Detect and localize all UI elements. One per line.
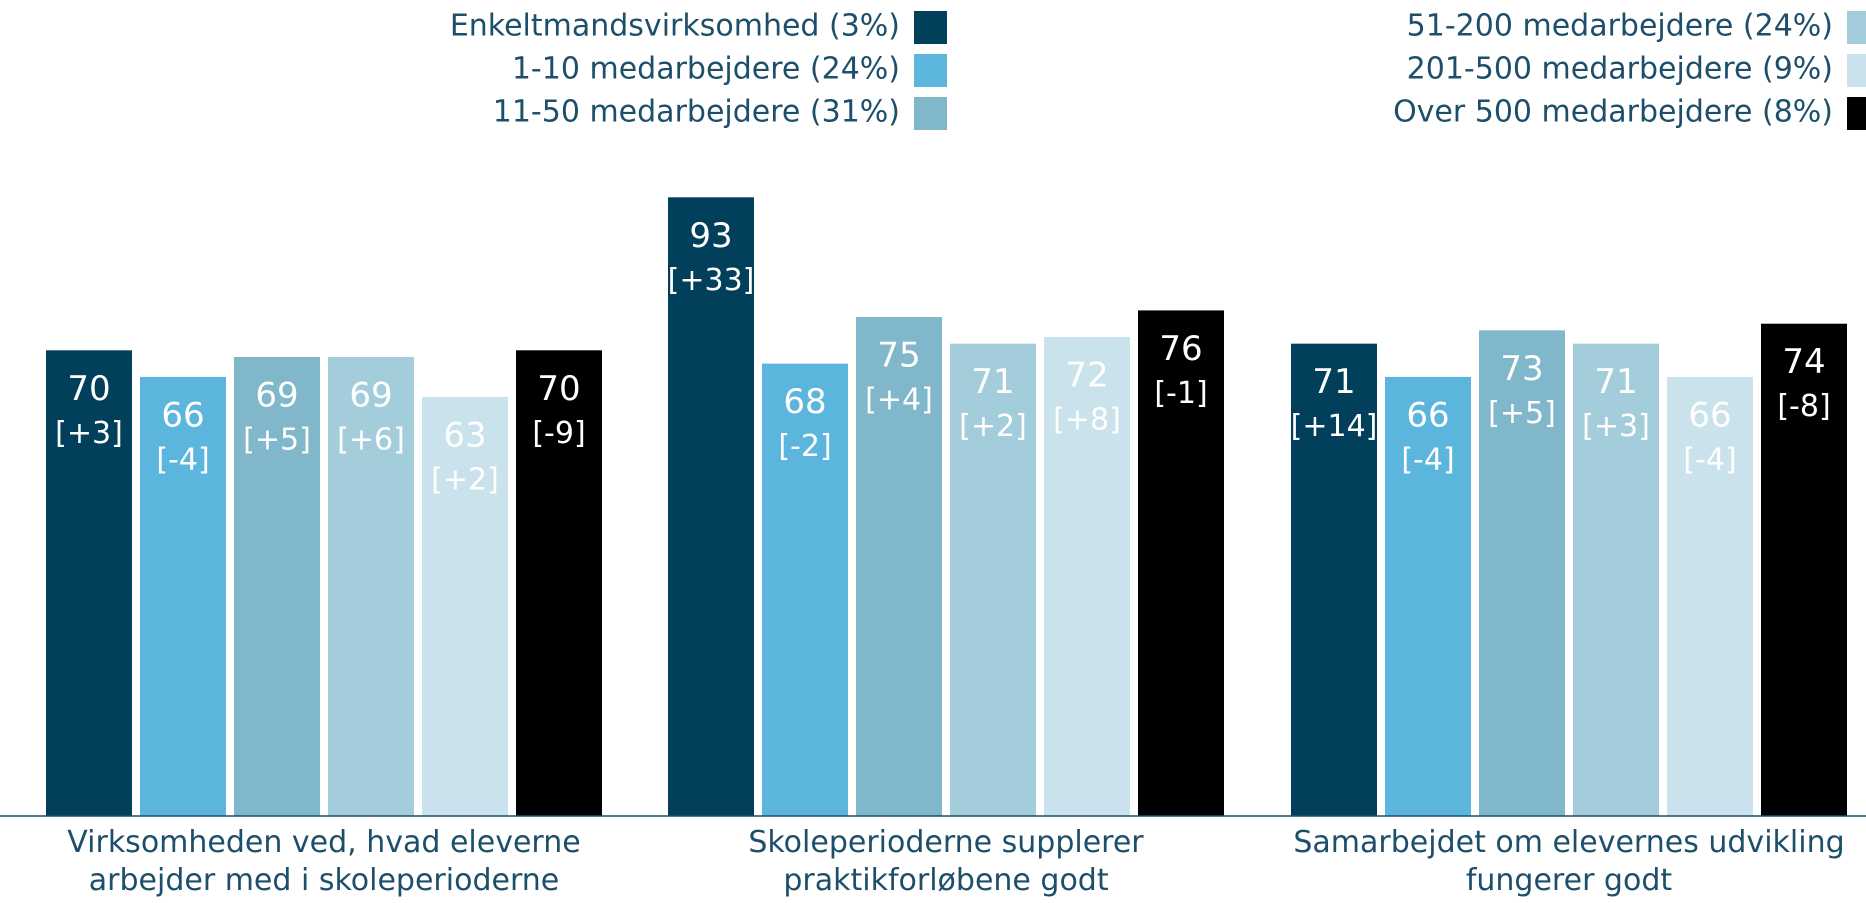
bar	[140, 376, 226, 816]
bar	[516, 350, 602, 816]
bar	[1573, 343, 1659, 816]
value-label: 70	[67, 369, 110, 409]
change-label: [-4]	[1683, 442, 1736, 477]
value-label: 73	[1500, 349, 1543, 389]
value-label: 66	[161, 395, 204, 435]
value-label: 69	[255, 375, 298, 415]
change-label: [-1]	[1154, 376, 1207, 411]
bar	[950, 343, 1036, 816]
change-label: [+2]	[959, 409, 1027, 444]
change-label: [+5]	[243, 422, 311, 457]
change-label: [+6]	[337, 422, 405, 457]
change-label: [-9]	[532, 416, 585, 451]
legend-label: 201-500 medarbejdere (9%)	[1407, 52, 1833, 87]
x-tick-label: Virksomheden ved, hvad eleverne arbejder…	[67, 825, 581, 898]
value-label: 66	[1688, 395, 1731, 435]
bar	[234, 356, 320, 816]
legend-swatch	[914, 11, 947, 44]
value-label: 68	[783, 382, 826, 422]
bar	[422, 396, 508, 816]
change-label: [-4]	[156, 442, 209, 477]
bar	[1761, 323, 1847, 816]
legend-label: Over 500 medarbejdere (8%)	[1393, 95, 1833, 130]
change-label: [+14]	[1291, 409, 1378, 444]
change-label: [+3]	[1582, 409, 1650, 444]
bar	[1385, 376, 1471, 816]
change-label: [-8]	[1777, 389, 1830, 424]
change-label: [+33]	[668, 263, 755, 298]
change-label: [+5]	[1488, 396, 1556, 431]
value-label: 93	[689, 216, 732, 256]
bar	[46, 350, 132, 816]
legend-swatch	[914, 54, 947, 87]
value-label: 71	[971, 362, 1014, 402]
legend-label: Enkeltmandsvirksomhed (3%)	[450, 9, 900, 44]
value-label: 66	[1406, 395, 1449, 435]
bar	[856, 317, 942, 816]
bar	[1044, 337, 1130, 816]
legend-swatch	[1847, 97, 1866, 130]
value-label: 63	[443, 415, 486, 455]
value-label: 72	[1065, 356, 1108, 396]
value-label: 69	[349, 375, 392, 415]
bar	[668, 197, 754, 816]
change-label: [+8]	[1053, 403, 1121, 438]
value-label: 71	[1312, 362, 1355, 402]
value-label: 76	[1159, 329, 1202, 369]
change-label: [+3]	[55, 416, 123, 451]
value-label: 75	[877, 336, 920, 376]
legend-label: 1-10 medarbejdere (24%)	[512, 52, 900, 87]
bar	[328, 356, 414, 816]
x-tick-label: Samarbejdet om elevernes udvikling funge…	[1293, 825, 1845, 898]
bar	[762, 363, 848, 816]
bar	[1479, 330, 1565, 816]
value-label: 70	[537, 369, 580, 409]
value-label: 71	[1594, 362, 1637, 402]
bar	[1667, 376, 1753, 816]
legend-label: 51-200 medarbejdere (24%)	[1407, 9, 1833, 44]
legend-label: 11-50 medarbejdere (31%)	[493, 95, 900, 130]
change-label: [-4]	[1401, 442, 1454, 477]
change-label: [-2]	[778, 429, 831, 464]
change-label: [+4]	[865, 383, 933, 418]
change-label: [+2]	[431, 462, 499, 497]
legend-swatch	[1847, 54, 1866, 87]
x-tick-label: Skoleperioderne supplerer praktikforløbe…	[748, 825, 1144, 898]
bar	[1138, 310, 1224, 816]
legend-swatch	[914, 97, 947, 130]
value-label: 74	[1782, 342, 1825, 382]
bar	[1291, 343, 1377, 816]
legend-swatch	[1847, 11, 1866, 44]
